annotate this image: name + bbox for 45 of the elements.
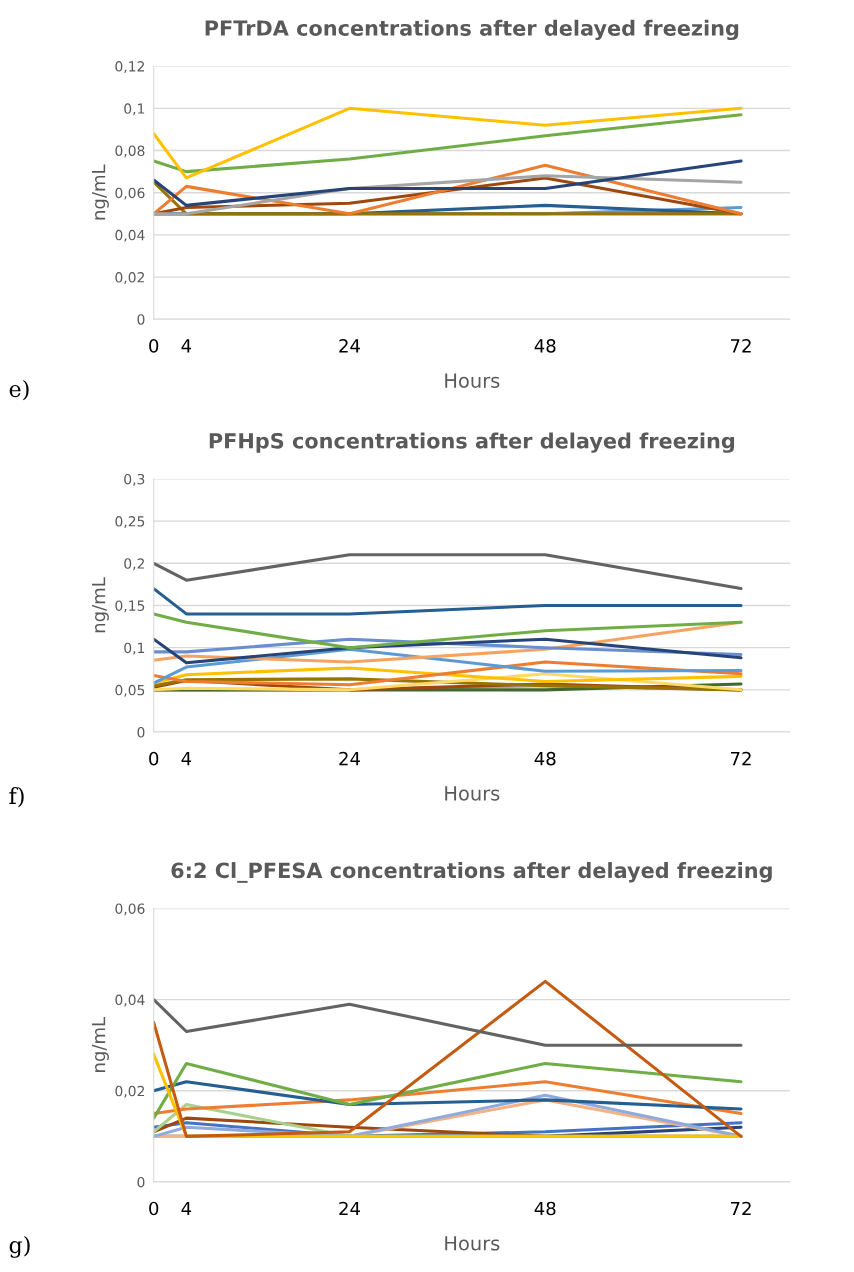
y-tick-label: 0,25: [115, 516, 145, 528]
text: g): [9, 1236, 30, 1258]
x-tick-label: 0: [149, 1201, 159, 1216]
y-tick-label: 0,04: [115, 229, 145, 242]
y-tick-label: 0,1: [124, 642, 145, 655]
y-tick-label: 0,08: [115, 145, 145, 158]
y-tick-label: 0,02: [115, 272, 144, 284]
y-axis-title: ng/mL: [91, 1016, 109, 1072]
y-tick-label: 0,06: [115, 187, 145, 200]
x-tick-label: 72: [731, 751, 751, 766]
y-tick-label: 0: [137, 727, 145, 738]
x-tick-label: 0: [149, 339, 159, 353]
y-tick-label: 0,04: [115, 994, 145, 1007]
chart-title: PFTrDA concentrations after delayed freezing: [205, 19, 739, 41]
x-tick-label: 72: [731, 339, 751, 353]
chart-title: PFHpS concentrations after delayed freezing: [209, 432, 735, 453]
x-axis-title: Hours: [445, 786, 500, 801]
y-tick-label: 0,3: [124, 473, 145, 486]
x-axis-title: Hours: [445, 1236, 500, 1251]
text: f): [9, 787, 24, 808]
x-tick-label: 4: [181, 339, 192, 353]
x-axis-title: Hours: [445, 373, 500, 388]
x-tick-label: 4: [181, 752, 192, 766]
y-axis-title: ng/mL: [91, 164, 109, 220]
y-tick-label: 0: [137, 314, 145, 325]
x-tick-label: 72: [731, 1201, 751, 1216]
x-tick-label: 24: [339, 339, 360, 353]
y-tick-label: 0,2: [124, 558, 144, 571]
x-tick-label: 48: [534, 339, 556, 353]
x-tick-label: 48: [534, 1201, 556, 1216]
y-axis-title: ng/mL: [91, 577, 109, 633]
y-tick-label: 0,1: [124, 103, 145, 116]
y-tick-label: 0,15: [115, 600, 145, 613]
y-tick-label: 0,12: [115, 61, 144, 74]
y-tick-label: 0,05: [115, 684, 145, 697]
y-tick-label: 0,06: [115, 903, 145, 916]
y-tick-label: 0: [137, 1176, 145, 1188]
x-tick-label: 0: [149, 751, 159, 766]
x-tick-label: 24: [339, 1201, 360, 1216]
text: e): [9, 379, 29, 401]
y-tick-label: 0,02: [115, 1085, 144, 1098]
x-tick-label: 48: [534, 751, 556, 766]
chart-title: 6:2 Cl_PFESA concentrations after delayed freezing: [171, 862, 772, 883]
x-tick-label: 24: [339, 751, 360, 766]
x-tick-label: 4: [181, 1201, 192, 1216]
